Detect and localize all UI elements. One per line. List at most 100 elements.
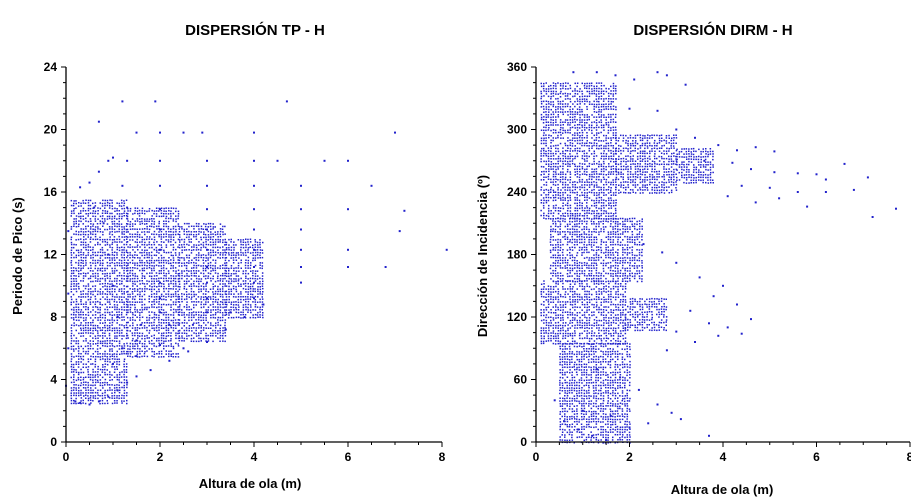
scatter-point-dense	[165, 319, 167, 321]
scatter-point-dense	[141, 295, 143, 298]
scatter-point-dense	[252, 282, 254, 285]
scatter-point-dense	[564, 95, 567, 97]
scatter-point-dense	[120, 199, 123, 202]
scatter-point-dense	[574, 165, 576, 167]
scatter-point	[97, 120, 100, 123]
scatter-point-dense	[82, 265, 85, 267]
scatter-point-dense	[217, 290, 219, 293]
scatter-point-dense	[146, 355, 149, 358]
scatter-point-dense	[612, 173, 615, 175]
scatter-point-dense	[87, 308, 89, 311]
scatter-point-dense	[576, 103, 579, 105]
scatter-point-dense	[572, 103, 574, 105]
scatter-point-dense	[224, 327, 226, 329]
scatter-point-dense	[259, 293, 261, 295]
scatter-point-dense	[598, 201, 600, 204]
scatter-point-dense	[132, 288, 134, 290]
scatter-point-dense	[109, 277, 111, 280]
scatter-point-dense	[99, 389, 102, 391]
scatter-point-dense	[97, 262, 99, 264]
scatter-point-dense	[118, 246, 121, 249]
scatter-point-dense	[612, 95, 614, 97]
scatter-point-dense	[144, 249, 146, 252]
scatter-point-dense	[116, 262, 118, 264]
scatter-point-dense	[543, 199, 545, 202]
scatter-point-dense	[138, 218, 141, 220]
scatter-point-dense	[90, 363, 92, 365]
scatter-point-dense	[252, 290, 254, 292]
scatter-point-dense	[217, 303, 219, 306]
scatter-point-dense	[85, 225, 87, 228]
scatter-point-dense	[165, 244, 168, 246]
scatter-point-dense	[126, 311, 128, 314]
scatter-point-dense	[254, 309, 257, 311]
scatter-point-dense	[102, 215, 104, 217]
scatter-point-dense	[600, 186, 602, 189]
scatter-point-dense	[113, 376, 116, 378]
scatter-point-dense	[108, 207, 111, 209]
scatter-point-dense	[195, 238, 198, 240]
scatter-point	[182, 131, 185, 134]
scatter-point-dense	[565, 85, 567, 87]
scatter-point-dense	[230, 273, 233, 275]
scatter-point-dense	[559, 165, 562, 168]
scatter-point-dense	[102, 358, 104, 360]
scatter-point-dense	[610, 207, 613, 209]
scatter-point-dense	[129, 350, 131, 353]
scatter-point-dense	[571, 213, 574, 215]
scatter-point-dense	[630, 150, 632, 152]
scatter-point-dense	[212, 283, 214, 285]
scatter-point-dense	[637, 158, 639, 160]
scatter-point-dense	[82, 285, 85, 287]
scatter-point-dense	[153, 230, 156, 233]
scatter-point-dense	[193, 314, 195, 316]
scatter-point-dense	[89, 246, 92, 248]
scatter-point-dense	[178, 277, 181, 280]
scatter-point-dense	[121, 299, 123, 301]
scatter-point-dense	[106, 311, 109, 314]
scatter-point-dense	[214, 293, 217, 295]
scatter-point-dense	[78, 275, 80, 278]
scatter-point-dense	[569, 189, 571, 191]
scatter-point-dense	[90, 387, 92, 389]
scatter-point-dense	[141, 249, 143, 251]
scatter-point-dense	[158, 262, 160, 264]
scatter-point-dense	[249, 252, 252, 254]
scatter-point-dense	[224, 267, 226, 269]
scatter-point-dense	[595, 178, 598, 181]
scatter-point-dense	[167, 335, 170, 337]
scatter-point-dense	[106, 389, 109, 392]
scatter-point-dense	[139, 291, 141, 293]
scatter-point-dense	[106, 324, 109, 327]
scatter-point-dense	[190, 298, 193, 300]
scatter-point-dense	[635, 140, 637, 142]
scatter-point-dense	[202, 259, 204, 261]
scatter-point-dense	[177, 290, 179, 293]
scatter-point-dense	[163, 311, 165, 314]
scatter-point-dense	[200, 272, 202, 274]
scatter-point-dense	[584, 199, 586, 201]
scatter-point-dense	[545, 108, 548, 110]
scatter-point-dense	[150, 225, 153, 228]
scatter-point-dense	[87, 373, 90, 376]
scatter-point-dense	[153, 311, 156, 314]
scatter-point-dense	[595, 192, 598, 194]
scatter-point-dense	[542, 134, 545, 137]
scatter-point-dense	[144, 340, 146, 342]
scatter-point-dense	[244, 267, 247, 269]
y-tick-label: 8	[50, 310, 57, 324]
scatter-point-dense	[545, 129, 547, 132]
scatter-point-dense	[108, 226, 111, 228]
scatter-point-dense	[571, 145, 574, 147]
scatter-point-dense	[170, 309, 172, 311]
scatter-point-dense	[584, 163, 586, 165]
scatter-point-dense	[554, 175, 557, 178]
scatter-point-dense	[576, 168, 578, 170]
scatter-point-dense	[247, 238, 249, 241]
scatter-point-dense	[602, 140, 605, 142]
scatter-point-dense	[170, 304, 172, 306]
scatter-point-dense	[591, 92, 593, 95]
scatter-point-dense	[586, 171, 588, 173]
scatter-point-dense	[77, 225, 80, 228]
scatter-point-dense	[99, 303, 101, 305]
